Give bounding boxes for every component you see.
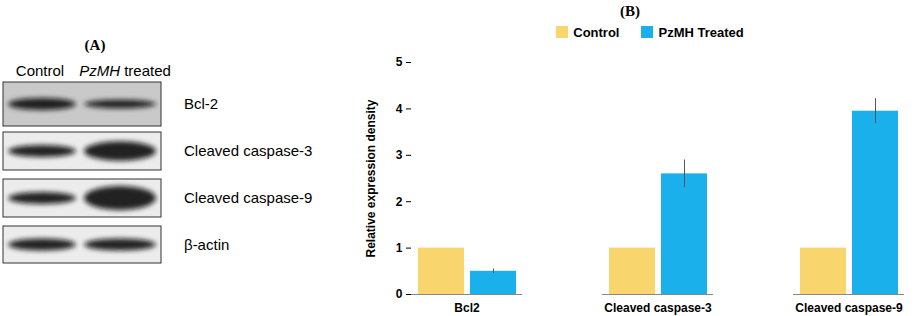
svg-text:1: 1 <box>396 241 403 255</box>
svg-text:(A): (A) <box>85 37 106 54</box>
svg-text:PzMH treated: PzMH treated <box>79 62 171 79</box>
html-text:Control: Control <box>573 24 620 40</box>
svg-text:Relative expression density: Relative expression density <box>364 99 378 257</box>
html-text:(B): (B) <box>620 3 640 19</box>
svg-text:Bcl2: Bcl2 <box>454 301 480 315</box>
svg-text:β-actin: β-actin <box>184 236 229 253</box>
svg-text:4: 4 <box>396 102 403 116</box>
svg-text:Control: Control <box>16 62 64 79</box>
svg-text:2: 2 <box>396 195 403 209</box>
svg-text:Cleaved caspase-3: Cleaved caspase-3 <box>604 301 712 315</box>
svg-text:0: 0 <box>396 287 403 301</box>
html-text:PzMH Treated: PzMH Treated <box>658 24 744 40</box>
svg-text:Bcl-2: Bcl-2 <box>184 95 218 112</box>
svg-text:Cleaved caspase-9: Cleaved caspase-9 <box>795 301 903 315</box>
svg-text:Cleaved caspase-9: Cleaved caspase-9 <box>184 189 312 206</box>
svg-text:5: 5 <box>396 55 403 69</box>
svg-text:3: 3 <box>396 148 403 162</box>
svg-text:Cleaved caspase-3: Cleaved caspase-3 <box>184 142 312 159</box>
